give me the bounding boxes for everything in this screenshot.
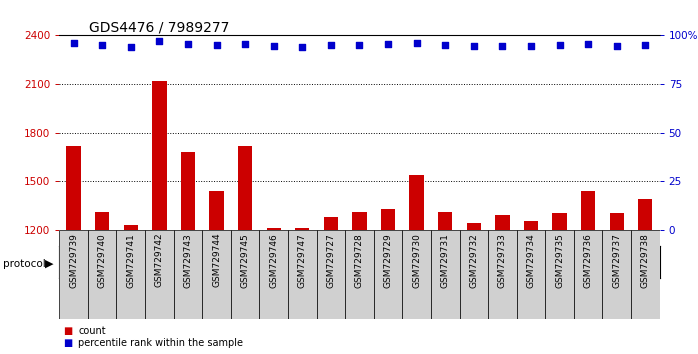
Bar (238, 146, 252, 230)
Bar (631, 230, 660, 319)
Text: GSM729741: GSM729741 (126, 233, 135, 287)
Bar (574, 230, 602, 319)
Bar (545, 230, 574, 319)
Bar (59, 246, 317, 278)
Bar (352, 212, 366, 230)
Bar (95, 212, 110, 230)
Bar (581, 191, 595, 230)
Bar (231, 230, 260, 319)
Text: ■: ■ (63, 326, 72, 336)
Point (125, 44, 136, 50)
Point (182, 41, 193, 47)
Point (583, 41, 594, 47)
Bar (402, 230, 431, 319)
Text: GSM729747: GSM729747 (298, 233, 307, 287)
Text: GSM729740: GSM729740 (98, 233, 107, 287)
Text: GSM729745: GSM729745 (241, 233, 250, 287)
Text: ■: ■ (63, 338, 72, 348)
Bar (181, 152, 195, 230)
Text: GSM729746: GSM729746 (269, 233, 279, 287)
Point (611, 43, 623, 48)
Text: vector control: vector control (450, 257, 527, 267)
Text: GSM729743: GSM729743 (184, 233, 193, 287)
Text: GSM729734: GSM729734 (526, 233, 535, 287)
Bar (295, 228, 309, 230)
Point (325, 42, 336, 48)
Text: GSM729738: GSM729738 (641, 233, 650, 288)
Bar (174, 230, 202, 319)
Bar (488, 230, 517, 319)
Bar (145, 230, 174, 319)
Text: GSM729728: GSM729728 (355, 233, 364, 287)
Point (411, 40, 422, 46)
Bar (524, 221, 538, 230)
Text: GSM729729: GSM729729 (384, 233, 392, 287)
Bar (373, 230, 402, 319)
Point (640, 42, 651, 47)
Bar (317, 246, 674, 278)
Text: GSM729730: GSM729730 (412, 233, 421, 288)
Bar (609, 213, 624, 230)
Point (68, 40, 79, 46)
Text: GSM729733: GSM729733 (498, 233, 507, 288)
Text: GSM729739: GSM729739 (69, 233, 78, 288)
Bar (431, 230, 459, 319)
Bar (381, 209, 395, 230)
Point (354, 42, 365, 48)
Bar (496, 216, 510, 230)
Bar (202, 230, 231, 319)
Text: GSM729744: GSM729744 (212, 233, 221, 287)
Bar (410, 175, 424, 230)
Text: GSM729742: GSM729742 (155, 233, 164, 287)
Bar (552, 213, 567, 230)
Point (440, 42, 451, 48)
Text: GSM729731: GSM729731 (440, 233, 450, 288)
Point (383, 42, 394, 47)
Bar (602, 230, 631, 319)
Bar (638, 199, 653, 230)
Text: GSM729737: GSM729737 (612, 233, 621, 288)
Point (211, 42, 222, 48)
Point (526, 43, 537, 49)
Bar (117, 230, 145, 319)
Bar (459, 230, 488, 319)
Point (239, 41, 251, 46)
Text: parkin expression: parkin expression (139, 257, 237, 267)
Text: GDS4476 / 7989277: GDS4476 / 7989277 (89, 20, 230, 34)
Text: ▶: ▶ (45, 259, 54, 269)
Bar (267, 228, 281, 230)
Bar (324, 217, 338, 230)
Text: GSM729727: GSM729727 (327, 233, 335, 287)
Point (297, 44, 308, 50)
Point (268, 43, 279, 49)
Text: GSM729732: GSM729732 (469, 233, 478, 287)
Bar (288, 230, 317, 319)
Bar (152, 81, 167, 230)
Bar (438, 212, 452, 230)
Bar (209, 191, 223, 230)
Bar (124, 225, 138, 230)
Bar (88, 230, 117, 319)
Point (154, 38, 165, 44)
Bar (346, 230, 373, 319)
Bar (59, 230, 88, 319)
Point (468, 44, 480, 49)
Text: protocol: protocol (3, 259, 46, 269)
Point (554, 42, 565, 48)
Text: GSM729736: GSM729736 (584, 233, 593, 288)
Bar (66, 146, 81, 230)
Text: percentile rank within the sample: percentile rank within the sample (78, 338, 243, 348)
Point (96, 42, 107, 48)
Bar (517, 230, 545, 319)
Bar (467, 223, 481, 230)
Text: GSM729735: GSM729735 (555, 233, 564, 288)
Bar (260, 230, 288, 319)
Point (497, 43, 508, 48)
Text: count: count (78, 326, 106, 336)
Bar (317, 230, 346, 319)
